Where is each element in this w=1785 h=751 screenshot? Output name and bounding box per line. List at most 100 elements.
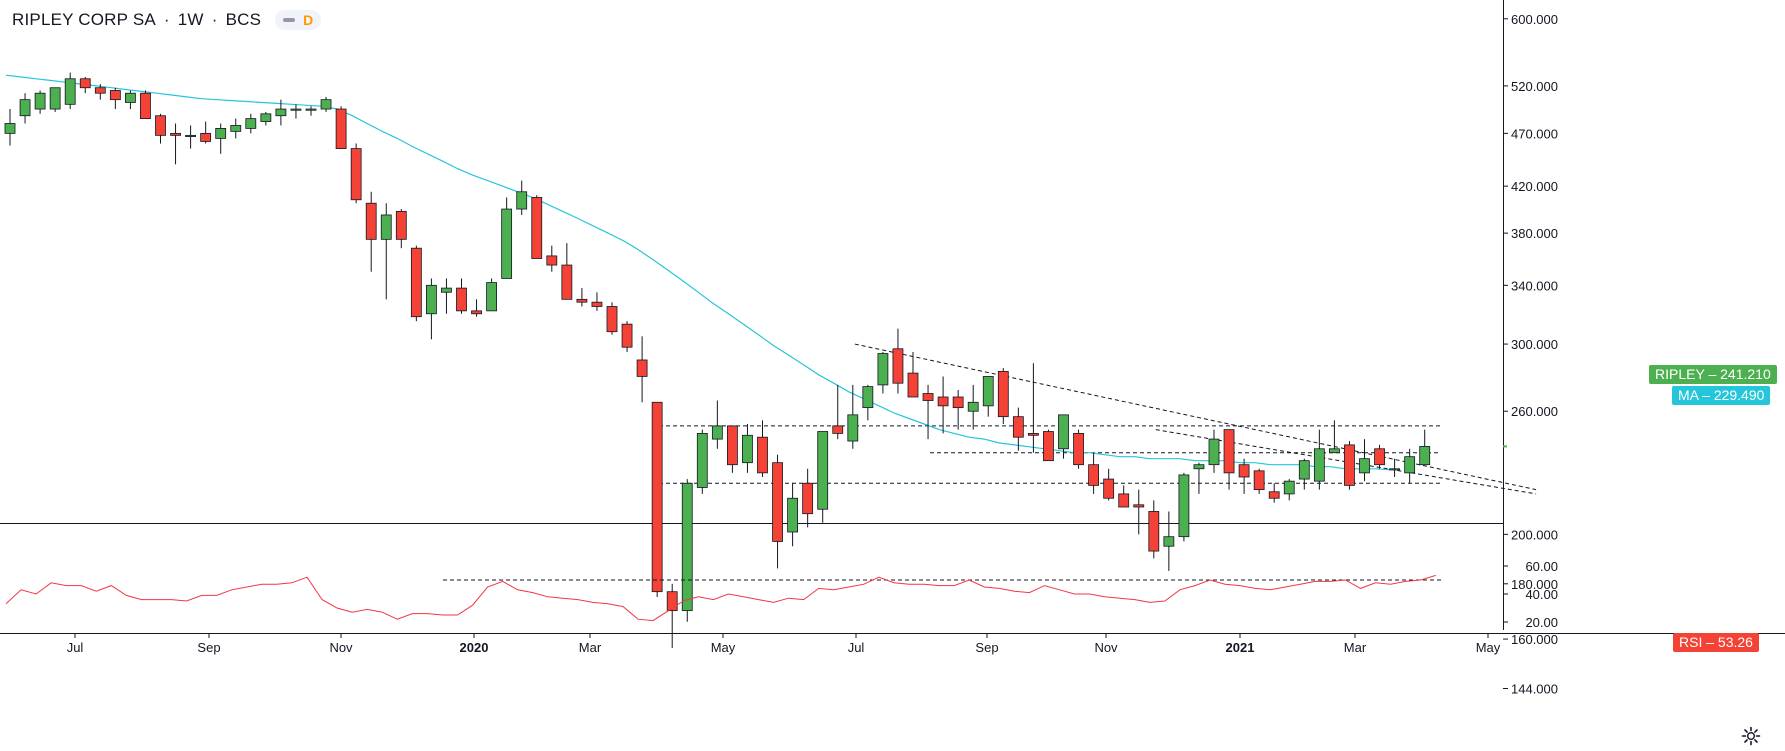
candle-up xyxy=(501,208,513,279)
candle-up xyxy=(1283,480,1295,495)
ma-label-separator: – xyxy=(1702,387,1714,403)
ma-label: MA – 229.490 xyxy=(1672,386,1771,405)
price-label: RIPLEY – 241.210 xyxy=(1649,365,1777,384)
header-status-pill[interactable]: D xyxy=(275,10,322,30)
price-tick-label: 180.000 xyxy=(1511,577,1558,592)
candle-down xyxy=(907,372,919,398)
time-tick-label: May xyxy=(711,640,736,655)
candle-down xyxy=(621,323,633,348)
candle-up xyxy=(681,482,693,612)
rsi-label-separator: – xyxy=(1706,634,1718,650)
candle-down xyxy=(79,78,91,89)
candle-down xyxy=(1268,491,1280,499)
candle-down xyxy=(952,396,964,409)
candle-up xyxy=(260,113,272,122)
candle-up xyxy=(787,497,798,533)
candle-down xyxy=(200,132,212,142)
exchange-label: BCS xyxy=(225,10,262,29)
time-tick-label: Sep xyxy=(975,640,998,655)
candle-up xyxy=(1404,456,1416,474)
candle-up xyxy=(877,353,889,386)
candle-down xyxy=(997,371,1009,418)
price-tick-label: 420.000 xyxy=(1511,179,1558,194)
candle-down xyxy=(636,359,648,377)
candle-up xyxy=(1419,446,1431,466)
time-tick-label: 2020 xyxy=(460,640,489,655)
candle-down xyxy=(395,211,407,240)
candle-up xyxy=(1313,448,1325,482)
price-tick-label: 260.000 xyxy=(1511,404,1558,419)
rsi-tick-label: 40.00 xyxy=(1525,587,1558,602)
candle-down xyxy=(832,425,844,434)
time-tick-label: Mar xyxy=(579,640,602,655)
price-tick-label: 160.000 xyxy=(1511,632,1558,647)
candle-up xyxy=(275,108,287,117)
candle-down xyxy=(757,436,768,474)
candle-down xyxy=(892,348,904,384)
rsi-label-value: 53.26 xyxy=(1717,634,1753,650)
candle-down xyxy=(94,87,106,94)
ma-label-value: 229.490 xyxy=(1713,387,1765,403)
candle-down xyxy=(576,298,588,303)
settings-gear-icon[interactable] xyxy=(1741,726,1761,746)
candle-up xyxy=(982,376,994,407)
candle-up xyxy=(64,78,76,105)
candle-up xyxy=(125,92,136,103)
candle-up xyxy=(380,214,392,240)
interval-label[interactable]: 1W xyxy=(177,10,204,29)
header-separator: · xyxy=(163,10,170,29)
candle-down xyxy=(561,264,573,300)
price-tick-label: 470.000 xyxy=(1511,126,1558,141)
candle-up xyxy=(1178,474,1190,538)
candle-down xyxy=(456,287,467,312)
candle-up xyxy=(696,432,708,488)
candle-down xyxy=(365,202,377,240)
candle-up xyxy=(1193,464,1205,470)
rsi-line xyxy=(5,574,1436,622)
candles-group xyxy=(4,72,1431,648)
candle-up xyxy=(1058,414,1069,450)
candle-up xyxy=(862,386,874,409)
candle-down xyxy=(937,396,949,407)
candle-down xyxy=(651,401,663,593)
candle-down xyxy=(155,115,166,136)
candle-up xyxy=(1389,468,1400,471)
candle-down xyxy=(1238,464,1250,478)
candle-down xyxy=(1374,448,1385,466)
candle-down xyxy=(140,92,151,120)
candle-up xyxy=(49,87,61,110)
candle-down xyxy=(727,425,738,466)
time-tick-label: Nov xyxy=(329,640,353,655)
candle-up xyxy=(1359,458,1370,474)
candle-down xyxy=(471,310,482,315)
candle-up xyxy=(320,99,332,110)
price-tick-label: 600.000 xyxy=(1511,12,1558,27)
price-tick-label: 520.000 xyxy=(1511,79,1558,94)
candle-down xyxy=(1223,429,1235,474)
time-tick-label: Sep xyxy=(197,640,220,655)
candle-up xyxy=(19,99,31,117)
symbol-name[interactable]: RIPLEY CORP SA xyxy=(12,10,156,29)
candle-down xyxy=(170,132,181,136)
candle-down xyxy=(1103,478,1115,499)
candle-down xyxy=(802,482,814,515)
chart-header[interactable]: RIPLEY CORP SA · 1W · BCS D xyxy=(12,9,322,31)
rsi-label: RSI – 53.26 xyxy=(1673,633,1759,652)
time-tick-label: Nov xyxy=(1094,640,1118,655)
minus-icon xyxy=(283,18,296,22)
candle-down xyxy=(1043,431,1054,462)
candle-up xyxy=(817,431,829,510)
moving-average-line xyxy=(5,74,1391,471)
candle-down xyxy=(335,108,347,149)
candle-down xyxy=(1012,416,1024,438)
candle-down xyxy=(1073,432,1084,466)
candle-up xyxy=(4,123,16,134)
ma-label-name: MA xyxy=(1678,387,1699,403)
candle-down xyxy=(772,462,783,542)
header-separator: · xyxy=(211,10,218,29)
candle-up xyxy=(847,414,859,442)
candle-down xyxy=(606,306,618,333)
candle-up xyxy=(1208,438,1220,466)
price-tick-label: 144.000 xyxy=(1511,682,1558,697)
